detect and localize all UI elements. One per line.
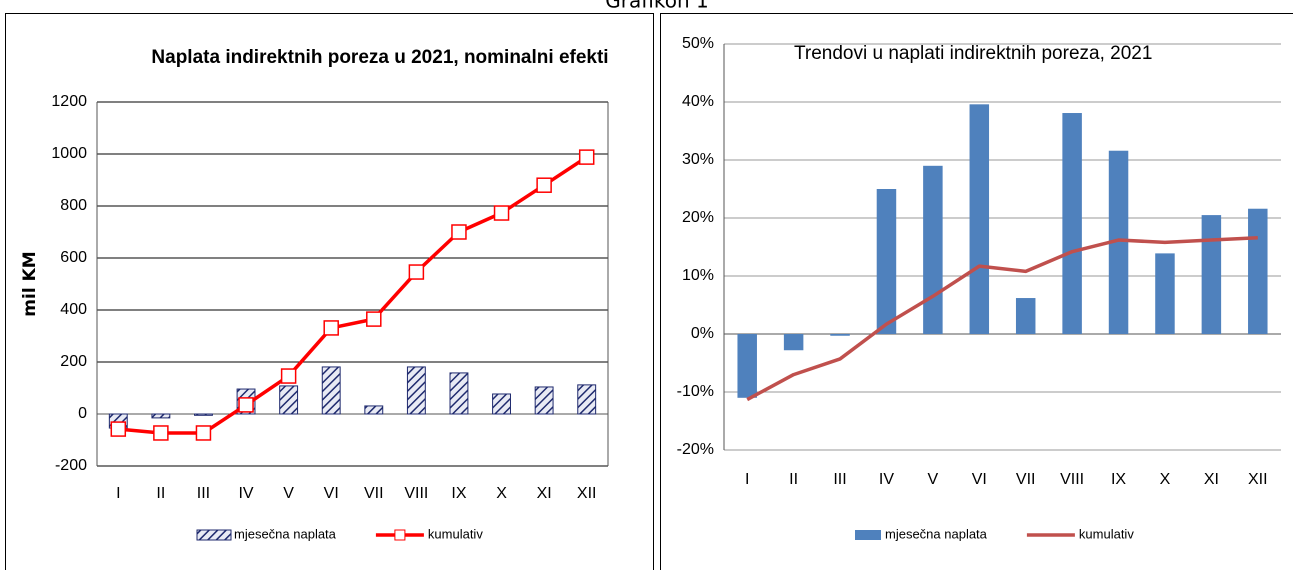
left-frame: [5, 13, 654, 570]
line-marker: [195, 425, 212, 441]
y-axis-label: mil KM: [20, 251, 40, 316]
bar: [737, 334, 757, 398]
x-tick-label: V: [928, 471, 939, 488]
x-tick-label: IV: [879, 471, 894, 488]
legend-swatch: [855, 530, 881, 540]
y-tick-label: -20%: [677, 441, 714, 458]
bar: [151, 413, 171, 419]
x-tick-label: V: [283, 485, 294, 502]
y-tick-label: 50%: [682, 35, 714, 52]
x-tick-label: VI: [324, 485, 339, 502]
line-marker: [110, 421, 127, 437]
x-tick-label: X: [496, 485, 507, 502]
x-tick-label: VII: [364, 485, 384, 502]
y-tick-label: 20%: [682, 209, 714, 226]
bar: [321, 366, 341, 415]
x-tick-label: XI: [537, 485, 552, 502]
y-tick-label: -10%: [677, 383, 714, 400]
bar: [783, 334, 804, 351]
y-tick-label: 200: [60, 353, 87, 370]
legend-marker: [394, 529, 406, 541]
bar: [406, 366, 426, 415]
legend-label: kumulativ: [428, 526, 483, 541]
x-tick-label: I: [745, 471, 749, 488]
line-marker: [536, 177, 552, 193]
line-marker: [153, 425, 169, 441]
bar: [1248, 208, 1268, 334]
figure-caption: Grafikon 1: [605, 0, 708, 13]
x-tick-label: XII: [577, 485, 597, 502]
x-tick-label: I: [116, 485, 120, 502]
y-tick-label: 40%: [682, 93, 714, 110]
x-tick-label: XI: [1204, 471, 1219, 488]
bar: [449, 372, 469, 415]
right-frame: [660, 13, 1293, 570]
y-tick-label: 0%: [691, 325, 714, 342]
legend-label: mjesečna naplata: [885, 526, 988, 541]
line-marker: [451, 224, 467, 240]
bar: [534, 386, 554, 415]
bar: [1108, 150, 1129, 334]
bar: [923, 165, 943, 334]
bar: [1201, 215, 1222, 334]
x-tick-label: IV: [238, 485, 253, 502]
bar: [577, 384, 597, 415]
y-tick-label: 10%: [682, 267, 714, 284]
line-marker: [408, 264, 425, 280]
line: [746, 235, 1258, 402]
line-marker: [323, 320, 339, 336]
line-marker: [366, 311, 382, 327]
legend-label: kumulativ: [1079, 526, 1134, 541]
chart-title: Naplata indirektnih poreza u 2021, nomin…: [151, 47, 608, 68]
y-tick-label: -200: [55, 457, 87, 474]
y-tick-label: 1000: [51, 145, 87, 162]
bar: [830, 334, 850, 336]
legend-swatch: [196, 529, 232, 541]
bar: [969, 104, 990, 334]
y-tick-label: 400: [60, 301, 87, 318]
bar: [279, 385, 299, 415]
bar: [364, 405, 384, 415]
chart-title: Trendovi u naplati indirektnih poreza, 2…: [794, 43, 1152, 64]
x-tick-label: II: [789, 471, 798, 488]
y-tick-label: 1200: [51, 93, 87, 110]
y-tick-label: 30%: [682, 151, 714, 168]
legend-label: mjesečna naplata: [234, 526, 337, 541]
x-tick-label: IX: [1111, 471, 1126, 488]
x-tick-label: X: [1160, 471, 1171, 488]
bar: [1015, 298, 1036, 334]
bar: [1155, 253, 1175, 334]
y-tick-label: 0: [78, 405, 87, 422]
y-tick-label: 800: [60, 197, 87, 214]
bar: [492, 393, 511, 415]
line-marker: [280, 368, 297, 384]
bar: [1062, 113, 1082, 335]
x-tick-label: IX: [451, 485, 466, 502]
x-tick-label: VIII: [1060, 471, 1084, 488]
line-marker: [238, 397, 254, 413]
x-tick-label: III: [833, 471, 846, 488]
y-tick-label: 600: [60, 249, 87, 266]
x-tick-label: XII: [1248, 471, 1268, 488]
x-tick-label: VI: [972, 471, 987, 488]
line-marker: [493, 205, 510, 221]
x-tick-label: II: [156, 485, 165, 502]
x-tick-label: VII: [1016, 471, 1036, 488]
bar: [194, 413, 213, 416]
line: [118, 155, 588, 435]
line-marker: [578, 149, 595, 165]
x-tick-label: VIII: [404, 485, 428, 502]
bar: [876, 189, 897, 334]
x-tick-label: III: [197, 485, 210, 502]
